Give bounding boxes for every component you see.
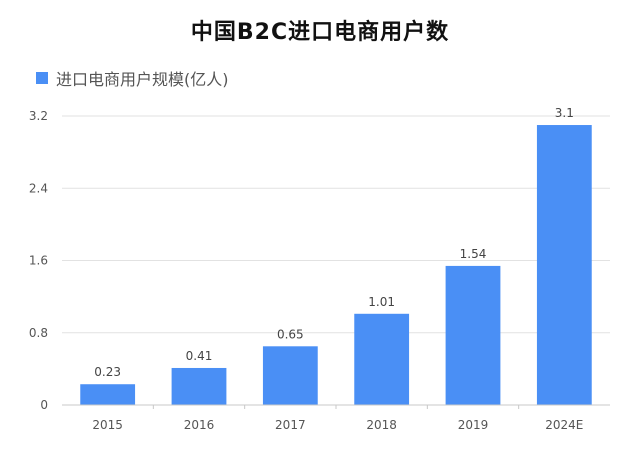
y-tick-label: 2.4 xyxy=(29,181,48,195)
y-tick-label: 0 xyxy=(40,398,48,412)
data-label: 3.1 xyxy=(555,106,574,120)
bar xyxy=(354,313,410,405)
bar xyxy=(536,125,592,405)
y-axis-ticks: 0 0.8 1.6 2.4 3.2 xyxy=(29,109,48,412)
data-label: 0.65 xyxy=(277,327,304,341)
y-tick-label: 3.2 xyxy=(29,109,48,123)
data-label: 0.41 xyxy=(186,349,213,363)
bar xyxy=(80,384,136,405)
data-label: 1.01 xyxy=(368,295,395,309)
bar xyxy=(262,346,318,405)
legend-label: 进口电商用户规模(亿人) xyxy=(56,70,229,89)
x-tick-label: 2024E xyxy=(545,418,583,432)
chart-title: 中国B2C进口电商用户数 xyxy=(190,20,450,45)
legend: 进口电商用户规模(亿人) xyxy=(36,66,229,90)
bar xyxy=(445,265,501,405)
legend-swatch xyxy=(36,72,48,84)
x-tick-label: 2018 xyxy=(366,418,397,432)
data-labels: 0.23 0.41 0.65 1.01 1.54 3.1 xyxy=(94,106,574,379)
y-tick-label: 0.8 xyxy=(29,326,48,340)
gridlines xyxy=(62,115,610,334)
y-tick-label: 1.6 xyxy=(29,254,48,268)
x-tick-label: 2017 xyxy=(275,418,306,432)
x-tick-label: 2015 xyxy=(92,418,123,432)
x-tick-label: 2019 xyxy=(458,418,489,432)
data-label: 1.54 xyxy=(460,247,487,261)
data-label: 0.23 xyxy=(94,365,121,379)
bar xyxy=(171,367,227,405)
x-axis-ticks: 2015 2016 2017 2018 2019 2024E xyxy=(92,405,583,432)
bars xyxy=(80,125,592,405)
x-tick-label: 2016 xyxy=(184,418,215,432)
